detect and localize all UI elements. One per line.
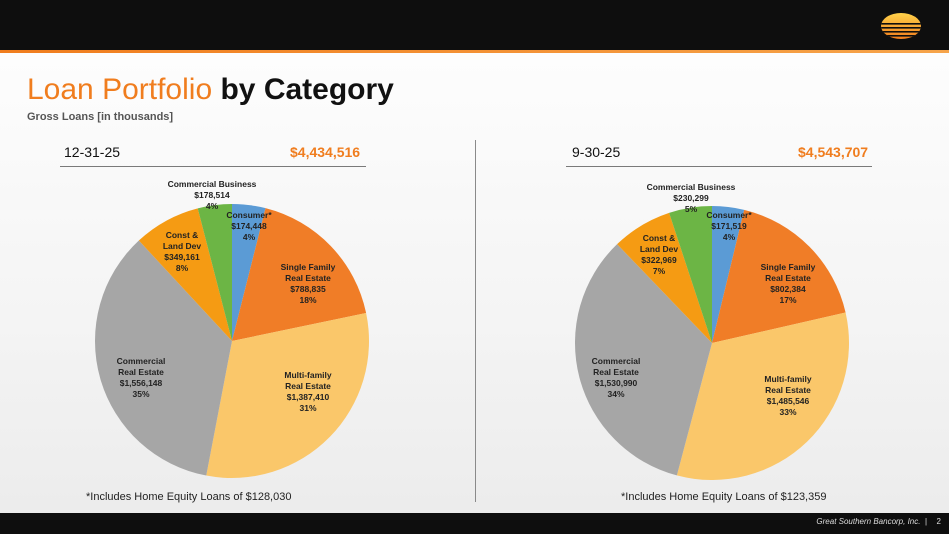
top-bar [0,0,949,50]
pie-slice-multi_family [676,312,849,480]
right-period-label: 9-30-25 [572,144,621,160]
page-title: Loan Portfolio by Category [27,72,394,108]
left-total-value: $4,434,516 [290,144,361,160]
pie-slice-commercial_business [197,204,232,341]
panel-divider [475,140,476,502]
data-label-commercial_re: Commercial Real Estate $1,556,148 35% [117,356,166,399]
page-title-bold: by Category [220,73,394,106]
pie-slice-multi_family [206,312,370,479]
pie-slice-commercial_re [94,240,233,476]
bottom-bar [0,513,949,534]
company-logo-icon [881,13,921,39]
pie-slice-const_land [617,212,712,343]
data-label-commercial_business: Commercial Business $230,299 5% [647,182,736,214]
data-label-commercial_business: Commercial Business $178,514 4% [168,179,257,211]
data-label-consumer: Consumer* $174,448 4% [226,210,272,242]
right-pie-chart: Consumer* $171,519 4% Single Family Real Est… [574,182,849,480]
left-header-rule [60,166,366,167]
left-period-label: 12-31-25 [64,144,121,160]
right-header-rule [566,166,872,167]
data-label-single_family: Single Family Real Estate $788,835 18% [281,262,336,305]
data-label-multi_family: Multi-family Real Estate $1,485,546 33% [764,374,811,417]
right-total-value: $4,543,707 [798,144,869,160]
data-label-multi_family: Multi-family Real Estate $1,387,410 31% [284,370,331,413]
left-footnote: *Includes Home Equity Loans of $128,030 [86,491,292,503]
data-label-consumer: Consumer* $171,519 4% [706,210,752,242]
data-label-commercial_re: Commercial Real Estate $1,530,990 34% [592,356,641,399]
pie-slice-consumer [712,206,745,343]
data-label-const_land: Const & Land Dev $322,969 7% [640,233,679,276]
footer-page-number: 2 [936,517,941,526]
left-pie-chart: Consumer* $174,448 4% Single Family Real Est… [94,179,370,479]
data-label-const_land: Const & Land Dev $349,161 8% [163,230,202,273]
data-label-single_family: Single Family Real Estate $802,384 17% [761,262,816,305]
footer-company: Great Southern Bancorp, Inc. | [816,517,927,526]
pie-slice-single_family [712,209,846,343]
pie-slice-consumer [232,204,266,341]
pie-slice-single_family [232,208,367,341]
top-bar-accent-line [0,50,949,53]
right-footnote: *Includes Home Equity Loans of $123,359 [621,491,827,503]
page-title-highlight: Loan Portfolio [27,73,213,106]
pie-slice-commercial_re [574,244,712,476]
footer-company-name: Great Southern Bancorp, Inc. [816,517,921,526]
footer-separator: | [924,517,927,526]
pie-slice-commercial_business [669,206,712,343]
pie-slice-const_land [138,208,232,341]
page-subtitle: Gross Loans [in thousands] [27,111,174,123]
